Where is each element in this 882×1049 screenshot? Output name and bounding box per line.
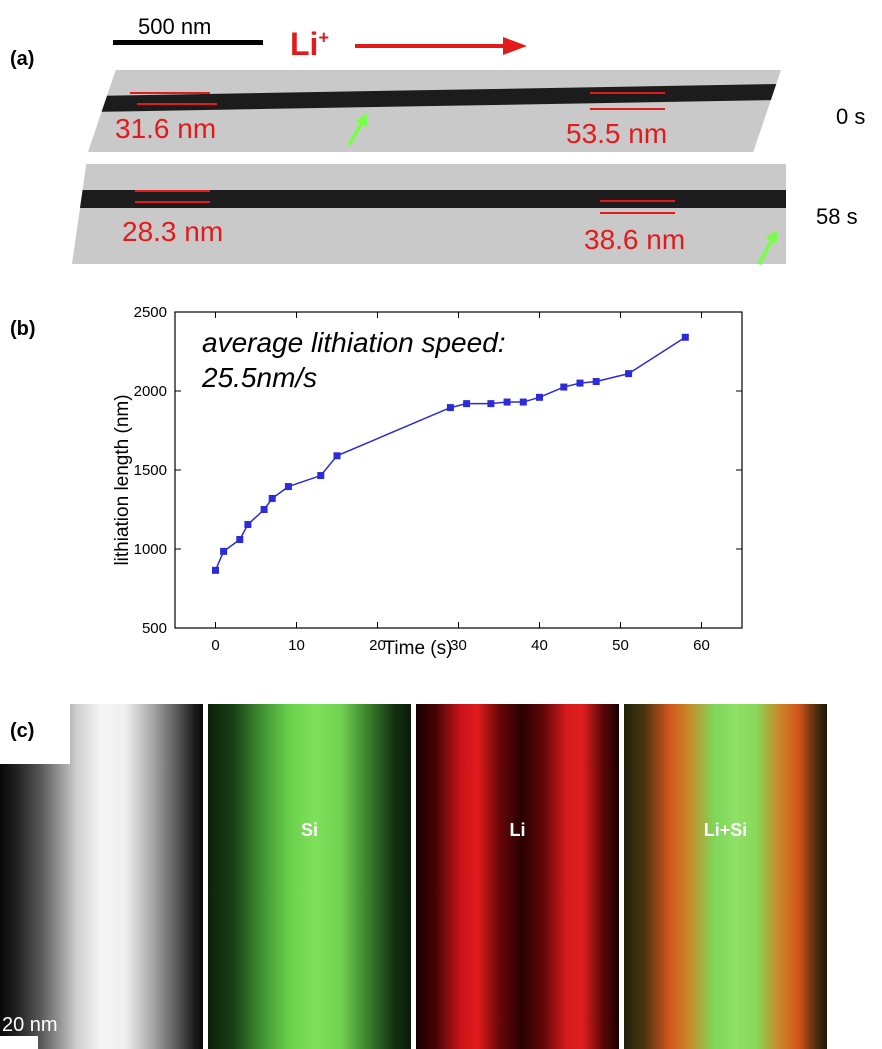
x-tick-label: 40 [531,637,548,654]
measure-line-left-0s-a [130,92,210,94]
data-point [268,494,276,502]
measure-line-right-0s-a [590,92,665,94]
tem-image-0s [88,70,781,152]
x-tick-label: 10 [288,637,305,654]
ion-symbol: Li [290,26,319,62]
data-point [260,506,268,513]
green-arrow-icon [757,230,777,265]
data-point [536,393,543,401]
scale-bar-20nm-label: 20 nm [2,1014,58,1036]
y-tick-label: 500 [142,620,167,637]
measure-line-left-58s-b [135,201,210,203]
data-point [463,400,471,408]
plot-frame [174,311,743,629]
scale-bar-20nm [0,1036,38,1049]
time-label-0s: 0 s [836,104,866,129]
li-ion-label: Li+ [290,26,329,63]
data-point [333,452,341,460]
data-point [487,400,495,408]
si-map: Si [208,704,411,1049]
ion-charge: + [318,27,329,48]
measure-line-right-58s-a [600,200,675,202]
data-point [446,404,454,412]
scale-bar [113,40,263,45]
chart-series [212,333,689,574]
data-point [519,398,527,406]
li-map-label: Li [509,820,526,840]
data-point [681,333,689,341]
scale-bar-label: 500 nm [138,14,212,39]
data-point [592,378,600,386]
y-axis-title: lithiation length (nm) [112,394,133,565]
measure-left-0s: 31.6 nm [115,113,217,144]
data-point [244,521,252,529]
data-point [236,536,244,544]
panel-b-label: (b) [10,318,36,340]
data-point [212,566,219,574]
x-tick-label: 0 [211,637,219,654]
data-point [284,483,292,491]
data-point [220,547,228,555]
li-map: Li [416,704,619,1049]
lithiation-chart: 0 10 20 30 40 50 60 500 1000 1500 2000 2500 average… [112,304,743,659]
chart-ticks: 0 10 20 30 40 50 60 500 1000 1500 2000 2500 [134,304,742,654]
nanowire [72,190,786,208]
li-si-map-label: Li+Si [703,820,748,840]
li-si-overlay-map: Li+Si [624,704,827,1049]
y-tick-label: 2000 [134,383,167,400]
y-tick-label: 2500 [134,304,167,321]
measure-line-right-0s-b [590,108,665,110]
time-label-58s: 58 s [816,204,858,229]
x-tick-label: 60 [693,637,710,654]
nanowire [88,83,781,113]
lithiation-direction-arrow [355,37,527,55]
x-tick-label: 50 [612,637,629,654]
panel-c-label-bg [0,704,70,764]
measure-right-58s: 38.6 nm [584,224,686,255]
green-arrow-icon [347,113,367,147]
measure-line-left-58s-a [135,190,210,192]
data-point [560,383,568,391]
x-tick-label: 30 [450,637,467,654]
chart-annotation-line1: average lithiation speed: [202,327,506,358]
measure-left-58s: 28.3 nm [122,216,224,247]
si-map-label: Si [300,820,318,840]
stem-image [0,704,203,1049]
measure-line-right-58s-b [600,212,675,214]
tem-image-58s [72,164,786,264]
y-tick-label: 1500 [134,462,167,479]
panel-c-label: (c) [10,720,35,742]
x-tick-label: 20 [369,637,386,654]
panel-a-label: (a) [10,48,35,70]
y-tick-label: 1000 [134,541,167,558]
data-point [503,398,511,406]
data-point [625,370,633,378]
chart-annotation-line2: 25.5nm/s [201,362,317,393]
data-point [317,472,325,480]
measure-line-left-0s-b [137,103,217,105]
data-point [576,379,584,387]
measure-right-0s: 53.5 nm [566,118,668,149]
chart-axes [174,311,743,629]
x-axis-title: Time (s) [384,638,453,659]
